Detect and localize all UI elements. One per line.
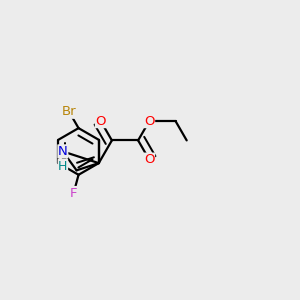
Text: O: O bbox=[144, 115, 154, 128]
Text: H: H bbox=[58, 160, 68, 172]
Text: O: O bbox=[144, 153, 154, 166]
Text: F: F bbox=[70, 187, 77, 200]
Text: N: N bbox=[58, 145, 68, 158]
Text: Br: Br bbox=[62, 105, 76, 118]
Text: O: O bbox=[95, 115, 106, 128]
